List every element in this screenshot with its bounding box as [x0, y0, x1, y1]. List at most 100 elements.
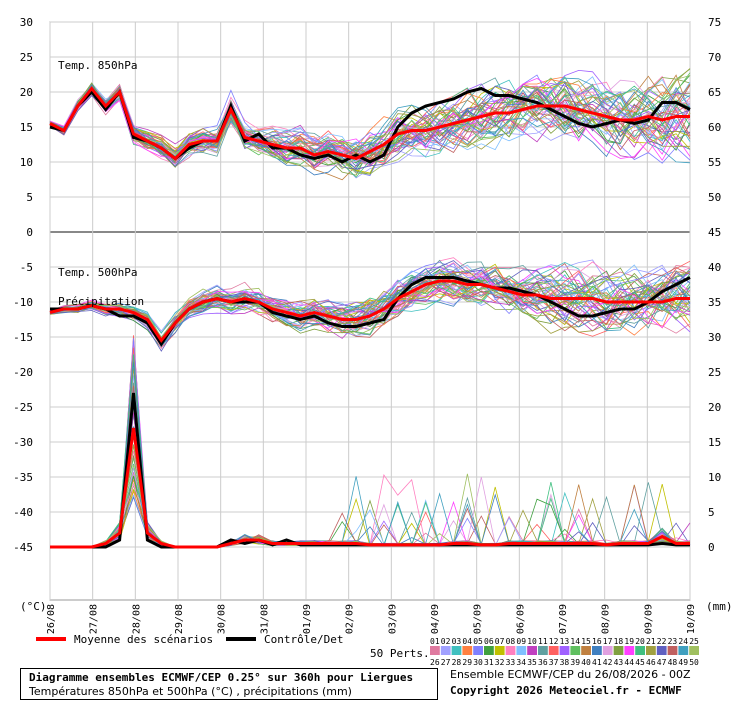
pert-number: 46: [646, 658, 656, 667]
pert-swatch: [689, 646, 699, 655]
pert-number: 12: [549, 637, 559, 646]
left-tick-label: -40: [13, 506, 33, 519]
pert-number: 39: [570, 658, 580, 667]
chart-title: Diagramme ensembles ECMWF/CEP 0.25° sur …: [29, 671, 414, 684]
panel-label-precip: Précipitation: [58, 295, 144, 308]
pert-number: 08: [506, 637, 516, 646]
pert-number: 42: [603, 658, 613, 667]
left-tick-label: 25: [20, 51, 33, 64]
pert-swatch: [505, 646, 516, 655]
pert-number: 49: [678, 658, 688, 667]
right-tick-label: 10: [708, 471, 721, 484]
date-label: 02/09: [345, 604, 356, 634]
date-label: 05/09: [473, 604, 484, 634]
member-26-t850-line: [49, 94, 691, 168]
pert-number: 11: [538, 637, 548, 646]
pert-swatch: [494, 646, 505, 655]
pert-number: 14: [570, 637, 580, 646]
date-label: 08/09: [601, 604, 612, 634]
right-tick-label: 70: [708, 51, 721, 64]
right-tick-label: 30: [708, 331, 721, 344]
pert-swatch: [602, 646, 613, 655]
left-tick-label: -15: [13, 331, 33, 344]
control-t500-line: [50, 276, 691, 347]
pert-number: 24: [678, 637, 688, 646]
left-tick-label: -45: [13, 541, 33, 554]
left-tick-label: 10: [20, 156, 33, 169]
pert-number: 29: [462, 658, 472, 667]
date-label: 26/08: [46, 604, 57, 634]
left-tick-label: -20: [13, 366, 33, 379]
pert-number: 36: [538, 658, 548, 667]
left-tick-label: 5: [26, 191, 33, 204]
date-label: 27/08: [89, 604, 100, 634]
pert-swatch: [440, 646, 451, 655]
pert-swatch: [678, 646, 689, 655]
copyright: Copyright 2026 Meteociel.fr - ECMWF: [450, 684, 682, 697]
pert-number: 28: [452, 658, 462, 667]
pert-swatch: [559, 646, 570, 655]
pert-number: 47: [657, 658, 667, 667]
pert-swatch: [570, 646, 581, 655]
pert-number: 13: [560, 637, 570, 646]
chart-subtitle: Températures 850hPa et 500hPa (°C) , pré…: [29, 685, 352, 698]
run-info-block: Ensemble ECMWF/CEP du 26/08/2026 - 00Z C…: [450, 668, 691, 697]
mean-t850-line: [49, 86, 690, 161]
left-tick-label: -25: [13, 401, 33, 414]
pert-number: 41: [592, 658, 602, 667]
member-47-t850-line: [49, 81, 691, 170]
chart-title-box: Diagramme ensembles ECMWF/CEP 0.25° sur …: [20, 668, 438, 700]
pert-swatch: [430, 646, 440, 655]
right-tick-label: 40: [708, 261, 721, 274]
pert-number: 50: [689, 658, 699, 667]
date-label: 31/08: [259, 604, 270, 634]
pert-number: 30: [473, 658, 483, 667]
left-tick-label: -30: [13, 436, 33, 449]
pert-number: 48: [668, 658, 678, 667]
left-tick-label: 15: [20, 121, 33, 134]
date-label: 10/09: [686, 604, 697, 634]
pert-number: 44: [624, 658, 634, 667]
date-label: 01/09: [302, 604, 313, 634]
left-tick-label: 30: [20, 16, 33, 29]
control-legend-label: Contrôle/Det: [264, 633, 343, 646]
pert-swatch: [516, 646, 527, 655]
right-tick-label: 0: [708, 541, 715, 554]
left-tick-label: 0: [26, 226, 33, 239]
mean-t500-line: [49, 279, 690, 344]
pert-number: 06: [484, 637, 494, 646]
right-tick-label: 50: [708, 191, 721, 204]
pert-number: 09: [516, 637, 526, 646]
left-tick-label: -5: [20, 261, 33, 274]
pert-number: 43: [614, 658, 624, 667]
pert-number: 23: [668, 637, 678, 646]
date-label: 28/08: [131, 604, 142, 634]
pert-number: 15: [581, 637, 591, 646]
pert-swatch: [613, 646, 624, 655]
right-tick-label: 75: [708, 16, 721, 29]
pert-swatch: [527, 646, 537, 655]
date-label: 06/09: [515, 604, 526, 634]
member-48-t850-line: [49, 86, 691, 169]
pert-swatch: [538, 646, 548, 655]
pert-number: 05: [473, 637, 483, 646]
pert-swatch: [592, 646, 602, 655]
pert-number: 17: [603, 637, 613, 646]
pert-swatch: [473, 646, 483, 655]
pert-number: 21: [646, 637, 656, 646]
pert-number: 26: [430, 658, 440, 667]
pert-swatch: [548, 646, 559, 655]
pert-swatch: [624, 646, 635, 655]
pert-number: 33: [506, 658, 516, 667]
member-18-t850-line: [49, 77, 691, 176]
pert-number: 16: [592, 637, 602, 646]
left-tick-label: -35: [13, 471, 33, 484]
pert-number: 25: [689, 637, 699, 646]
mean-legend-label: Moyenne des scénarios: [74, 633, 213, 646]
right-tick-label: 45: [708, 226, 721, 239]
pert-swatch: [635, 646, 645, 655]
member-32-t850-line: [49, 81, 691, 174]
panel-label-500: Temp. 500hPa: [58, 266, 137, 279]
